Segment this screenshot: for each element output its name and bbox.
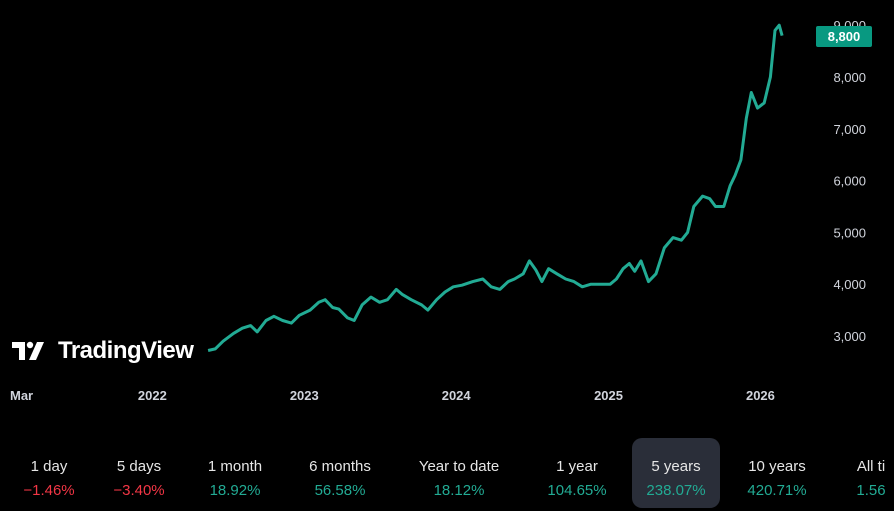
x-tick-label: 2025 bbox=[594, 388, 623, 403]
period-label: 1 month bbox=[207, 458, 263, 475]
period-label: 6 months bbox=[309, 458, 371, 475]
period-label: All ti bbox=[856, 458, 886, 475]
period-performance-bar: 1 day −1.46% 5 days −3.40% 1 month 18.92% 6 mo… bbox=[0, 438, 894, 508]
period-tab-6-months[interactable]: 6 months 56.58% bbox=[290, 438, 390, 508]
x-tick-label: 2024 bbox=[442, 388, 472, 403]
period-change: 104.65% bbox=[547, 482, 607, 499]
tradingview-logo-icon bbox=[12, 341, 44, 360]
period-change: 18.92% bbox=[209, 482, 261, 499]
last-price-badge: 8,800 bbox=[816, 26, 872, 47]
period-tab-1-year[interactable]: 1 year 104.65% bbox=[532, 438, 622, 508]
period-label: 5 days bbox=[116, 458, 162, 475]
logo-text: TradingView bbox=[58, 337, 194, 364]
y-tick-label: 4,000 bbox=[833, 277, 866, 292]
period-tab-1-month[interactable]: 1 month 18.92% bbox=[190, 438, 280, 508]
period-change: 18.12% bbox=[433, 482, 485, 499]
x-tick-label: Mar bbox=[10, 388, 33, 403]
period-tab-10-years[interactable]: 10 years 420.71% bbox=[730, 438, 824, 508]
tradingview-logo: TradingView bbox=[10, 336, 194, 366]
period-label: Year to date bbox=[418, 458, 500, 475]
y-tick-label: 8,000 bbox=[833, 70, 866, 85]
period-label: 1 day bbox=[30, 458, 68, 475]
period-tab-1-day[interactable]: 1 day −1.46% bbox=[12, 438, 86, 508]
x-axis: Mar 2022 2023 2024 2025 2026 bbox=[10, 388, 775, 403]
y-tick-label: 3,000 bbox=[833, 329, 866, 344]
period-change: 1.56 bbox=[856, 482, 886, 499]
y-tick-label: 7,000 bbox=[833, 122, 866, 137]
y-tick-label: 5,000 bbox=[833, 225, 866, 240]
price-line bbox=[207, 23, 784, 352]
x-tick-label: 2026 bbox=[746, 388, 775, 403]
period-tab-5-years[interactable]: 5 years 238.07% bbox=[632, 438, 720, 508]
x-tick-label: 2022 bbox=[138, 388, 167, 403]
period-label: 10 years bbox=[748, 458, 806, 475]
period-label: 1 year bbox=[556, 458, 598, 475]
period-tab-all-ti[interactable]: All ti 1.56 bbox=[836, 438, 894, 508]
period-change: −3.40% bbox=[113, 482, 165, 499]
period-change: −1.46% bbox=[23, 482, 75, 499]
last-price-value: 8,800 bbox=[828, 29, 861, 44]
period-label: 5 years bbox=[651, 458, 701, 475]
x-tick-label: 2023 bbox=[290, 388, 319, 403]
period-tab-5-days[interactable]: 5 days −3.40% bbox=[96, 438, 182, 508]
period-change: 420.71% bbox=[747, 482, 807, 499]
period-change: 56.58% bbox=[314, 482, 366, 499]
y-tick-label: 6,000 bbox=[833, 174, 866, 189]
period-tab-year-to-date[interactable]: Year to date 18.12% bbox=[398, 438, 520, 508]
period-change: 238.07% bbox=[646, 482, 706, 499]
